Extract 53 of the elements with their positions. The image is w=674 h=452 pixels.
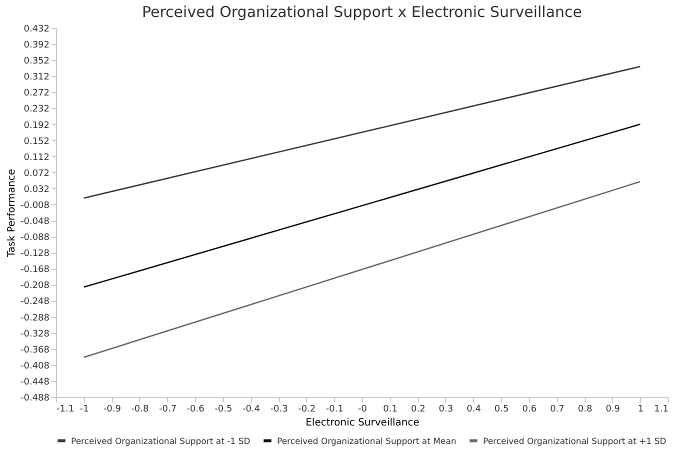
x-tick-label: 0.1 [383, 404, 398, 414]
x-tick-label: 0.4 [466, 404, 482, 414]
x-tick-label: -0.3 [270, 404, 288, 414]
x-tick-label: 0.7 [550, 404, 564, 414]
y-tick-label: 0.352 [24, 56, 50, 67]
x-tick-label: -0.1 [326, 404, 344, 414]
x-tick-label: 0.9 [606, 404, 620, 414]
y-tick-label: -0.328 [20, 329, 50, 340]
y-tick-label: -0.448 [20, 377, 50, 388]
x-tick-label: -0.2 [298, 404, 316, 414]
y-tick-label: 0.152 [24, 136, 50, 147]
x-tick-label: 0.5 [494, 404, 509, 414]
y-tick-label: -0.208 [20, 281, 50, 292]
chart-title: Perceived Organizational Support x Electronic Surveillance [142, 3, 582, 21]
x-tick-label: -0.7 [158, 404, 177, 414]
y-axis-title: Task Performance [6, 168, 18, 258]
y-tick-label: 0.192 [24, 120, 50, 131]
y-tick-label: 0.272 [24, 88, 50, 99]
x-tick-label: 0.3 [438, 404, 454, 414]
y-tick-label: 0.432 [24, 24, 50, 34]
x-tick-label: 1 [638, 404, 644, 414]
y-tick-label: -0.248 [20, 297, 50, 308]
x-tick-label: -0.5 [214, 404, 232, 414]
y-tick-label: 0.072 [24, 168, 50, 179]
x-tick-label: -0.9 [103, 404, 122, 414]
x-tick-label: 0.6 [522, 404, 537, 414]
x-tick-label: -0.4 [242, 404, 260, 414]
x-tick-label: -0 [358, 404, 368, 414]
y-tick-label: -0.408 [20, 361, 50, 372]
y-tick-label: 0.312 [24, 72, 50, 83]
legend-label: Perceived Organizational Support at +1 SD [483, 436, 667, 447]
y-tick-label: -0.088 [20, 233, 50, 244]
y-tick-label: -0.008 [20, 200, 50, 211]
x-axis-title: Electronic Surveillance [306, 418, 420, 428]
x-tick-label: -1.1 [56, 404, 74, 414]
legend-label: Perceived Organizational Support at Mean [277, 436, 456, 447]
legend-label: Perceived Organizational Support at -1 SD [71, 436, 251, 447]
x-tick-label: 1.1 [654, 404, 668, 414]
y-tick-label: 0.112 [24, 152, 50, 163]
y-tick-label: -0.168 [20, 265, 50, 276]
y-tick-label: 0.392 [24, 40, 50, 51]
x-tick-label: -1 [80, 404, 89, 414]
x-tick-label: 0.2 [410, 404, 426, 414]
x-tick-label: -0.6 [186, 404, 205, 414]
y-tick-label: -0.048 [20, 217, 50, 228]
x-tick-label: 0.8 [578, 404, 592, 414]
y-tick-label: -0.368 [20, 345, 50, 356]
y-tick-label: 0.232 [24, 104, 50, 115]
y-tick-label: 0.032 [24, 184, 50, 195]
y-tick-label: -0.288 [20, 313, 50, 324]
y-tick-label: -0.128 [20, 249, 50, 260]
x-tick-label: -0.8 [131, 404, 150, 414]
y-tick-label: -0.488 [20, 394, 50, 404]
